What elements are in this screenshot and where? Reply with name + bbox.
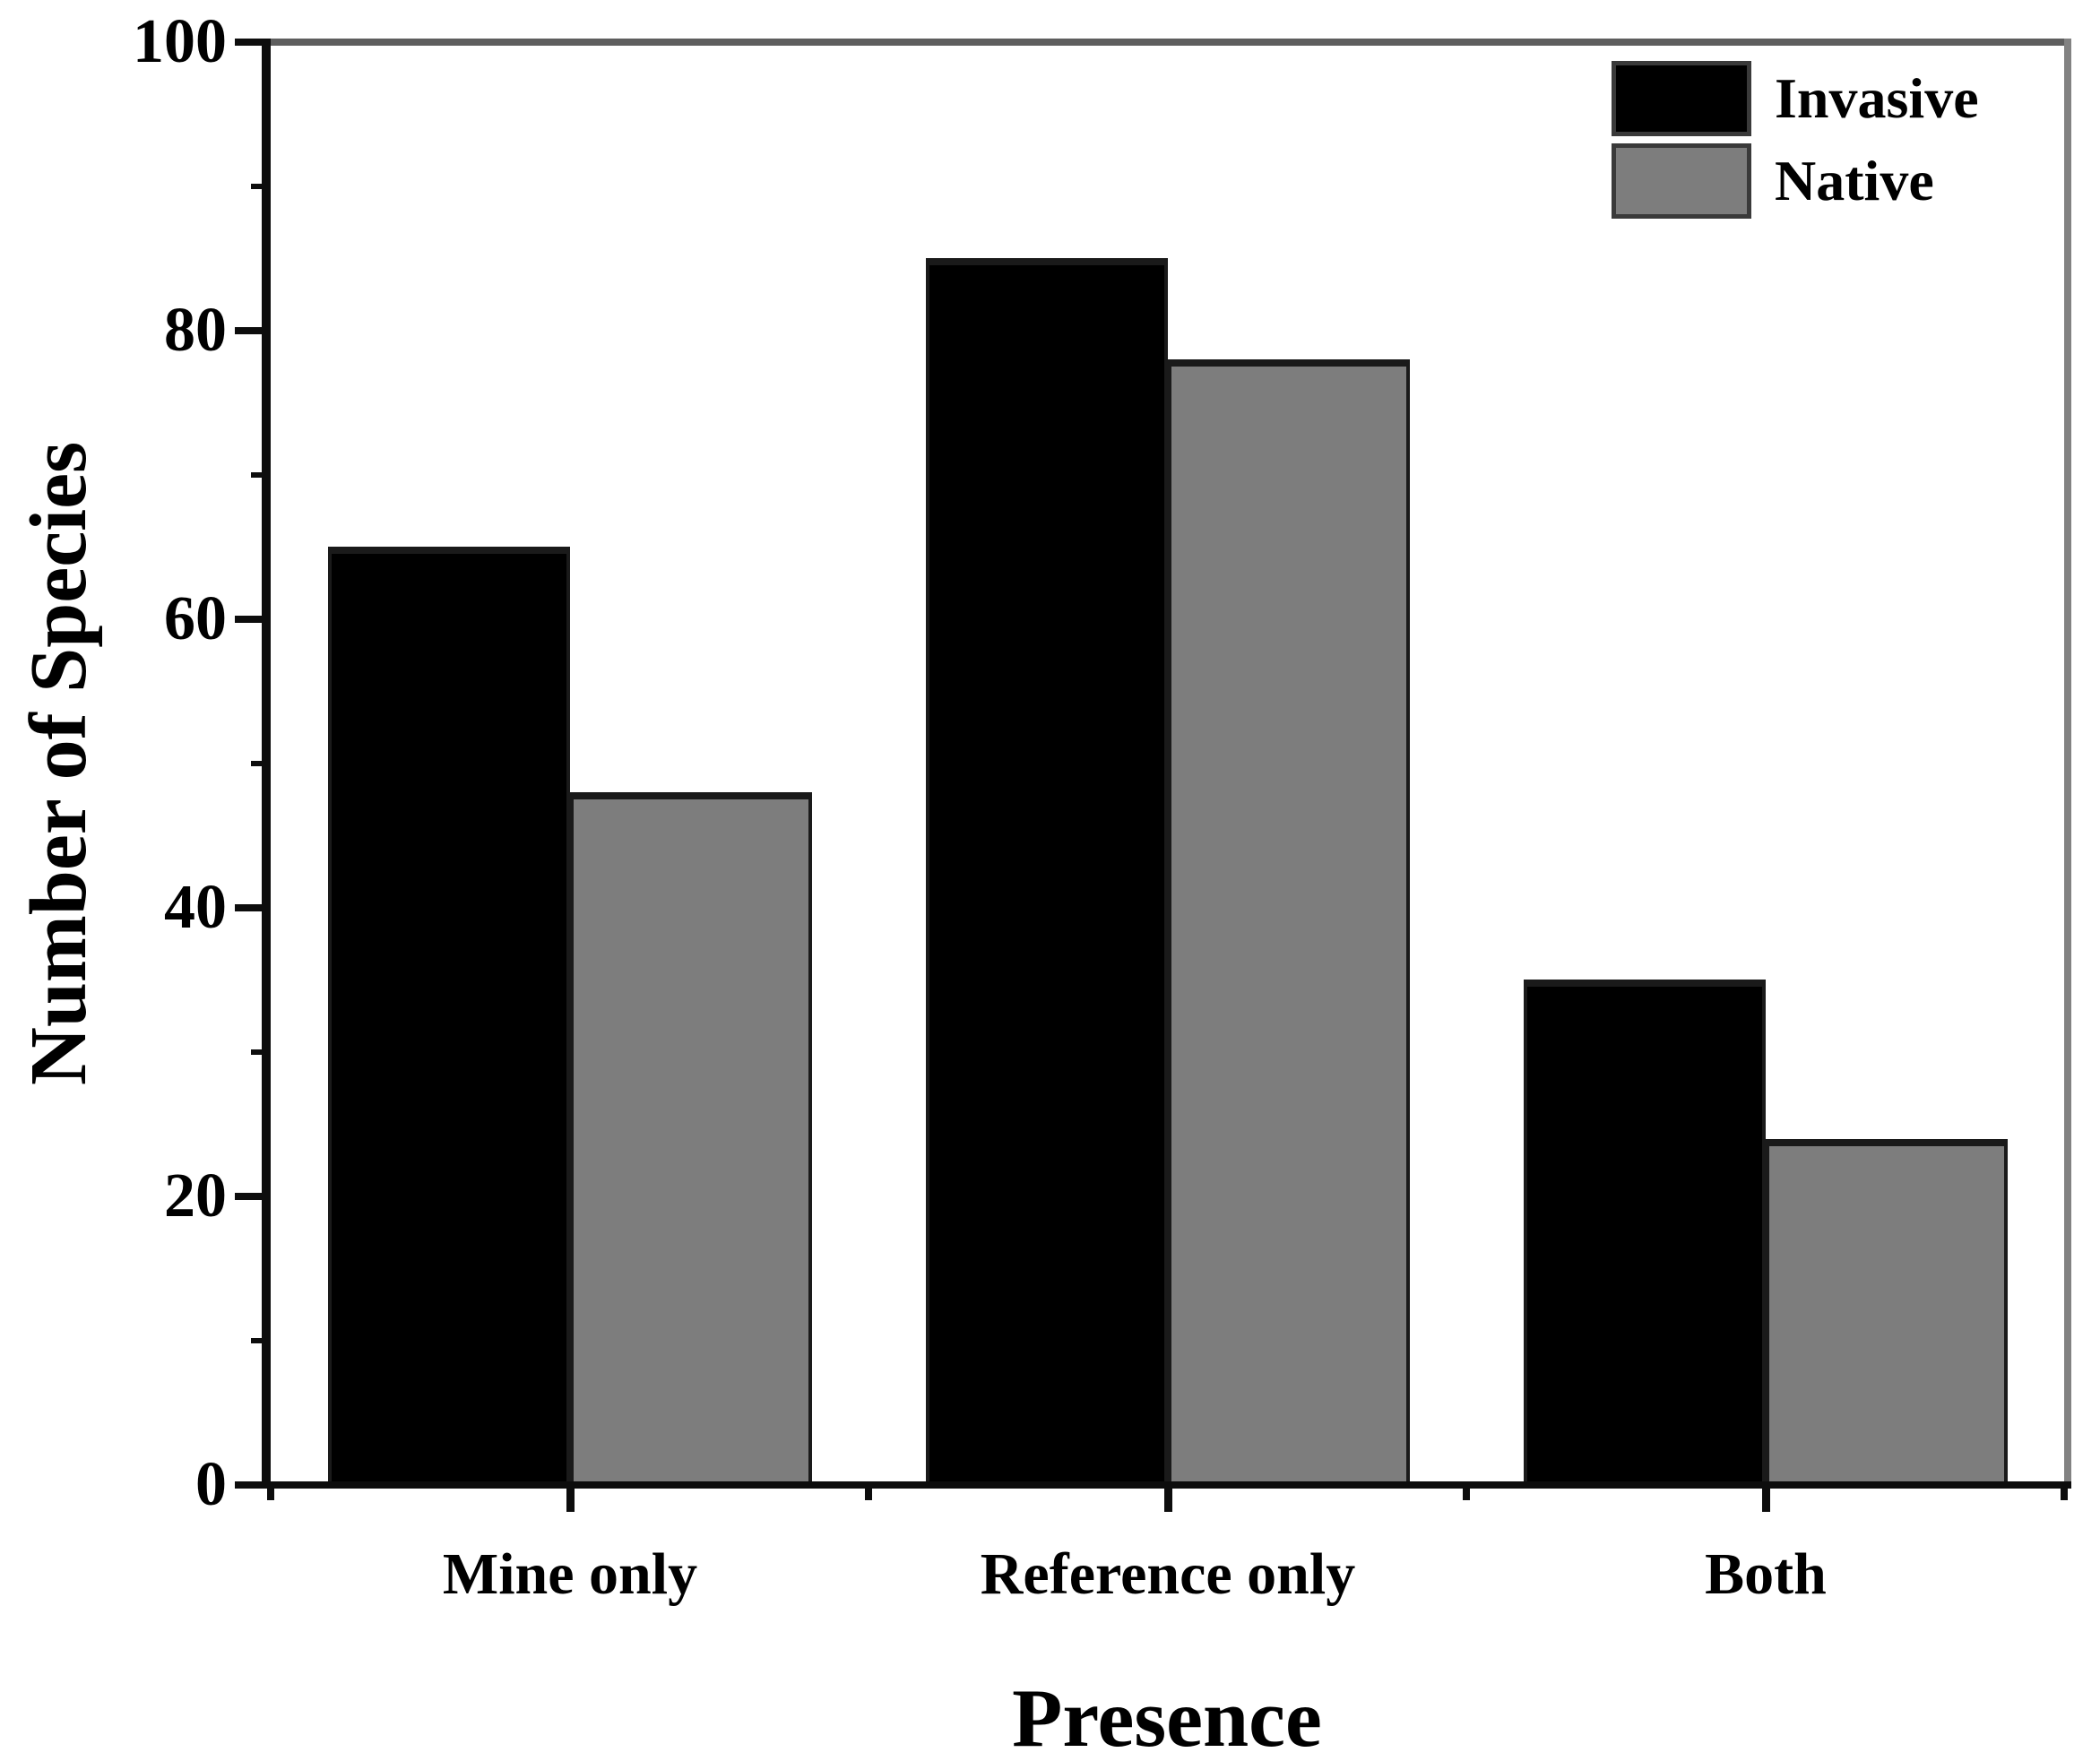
bar-invasive-mine-only	[328, 547, 570, 1485]
x-axis-boundary-tick-2	[1463, 1489, 1470, 1500]
bar-invasive-both	[1524, 980, 1766, 1485]
legend-label-invasive: Invasive	[1775, 66, 1979, 130]
x-axis-tick-reference-only	[1164, 1489, 1172, 1512]
x-axis-line	[262, 1481, 2071, 1489]
bar-invasive-reference-only	[926, 258, 1168, 1485]
y-tick-label-60: 60	[164, 584, 227, 653]
y-axis-major-tick-40	[235, 904, 271, 911]
legend-swatch-invasive	[1612, 61, 1751, 136]
plot-frame-right-border	[2064, 39, 2071, 1489]
bar-native-mine-only	[570, 792, 812, 1485]
y-axis-major-tick-0	[235, 1481, 271, 1489]
legend: Invasive Native	[1612, 61, 1979, 219]
y-axis-minor-tick-50	[251, 761, 271, 766]
y-tick-label-100: 100	[133, 7, 227, 76]
y-axis-major-tick-100	[235, 39, 271, 46]
legend-item-native: Native	[1612, 143, 1979, 219]
y-axis-major-tick-60	[235, 616, 271, 623]
y-tick-label-80: 80	[164, 296, 227, 365]
x-axis-boundary-tick-1	[865, 1489, 872, 1500]
bar-native-both	[1766, 1139, 2008, 1485]
y-axis-major-tick-20	[235, 1193, 271, 1200]
x-axis-title: Presence	[1012, 1672, 1322, 1761]
legend-swatch-native	[1612, 143, 1751, 219]
y-axis-minor-tick-30	[251, 1049, 271, 1055]
y-axis-major-tick-80	[235, 327, 271, 334]
y-axis-title: Number of Species	[14, 441, 103, 1086]
legend-label-native: Native	[1775, 149, 1934, 212]
y-axis-minor-tick-70	[251, 472, 271, 478]
bar-native-reference-only	[1168, 359, 1410, 1485]
y-axis-minor-tick-10	[251, 1338, 271, 1343]
x-axis-tick-mine-only	[566, 1489, 575, 1512]
plot-frame-top-border	[262, 39, 2071, 46]
y-axis-minor-tick-90	[251, 184, 271, 189]
y-tick-label-0: 0	[195, 1450, 227, 1519]
x-axis-tick-both	[1762, 1489, 1770, 1512]
x-tick-label-both: Both	[1705, 1541, 1827, 1607]
legend-item-invasive: Invasive	[1612, 61, 1979, 136]
y-tick-label-20: 20	[164, 1161, 227, 1230]
x-axis-boundary-tick-0	[267, 1489, 274, 1500]
y-tick-label-40: 40	[164, 873, 227, 942]
x-tick-label-reference-only: Reference only	[980, 1541, 1356, 1607]
x-tick-label-mine-only: Mine only	[442, 1541, 698, 1607]
x-axis-boundary-tick-3	[2061, 1489, 2068, 1500]
